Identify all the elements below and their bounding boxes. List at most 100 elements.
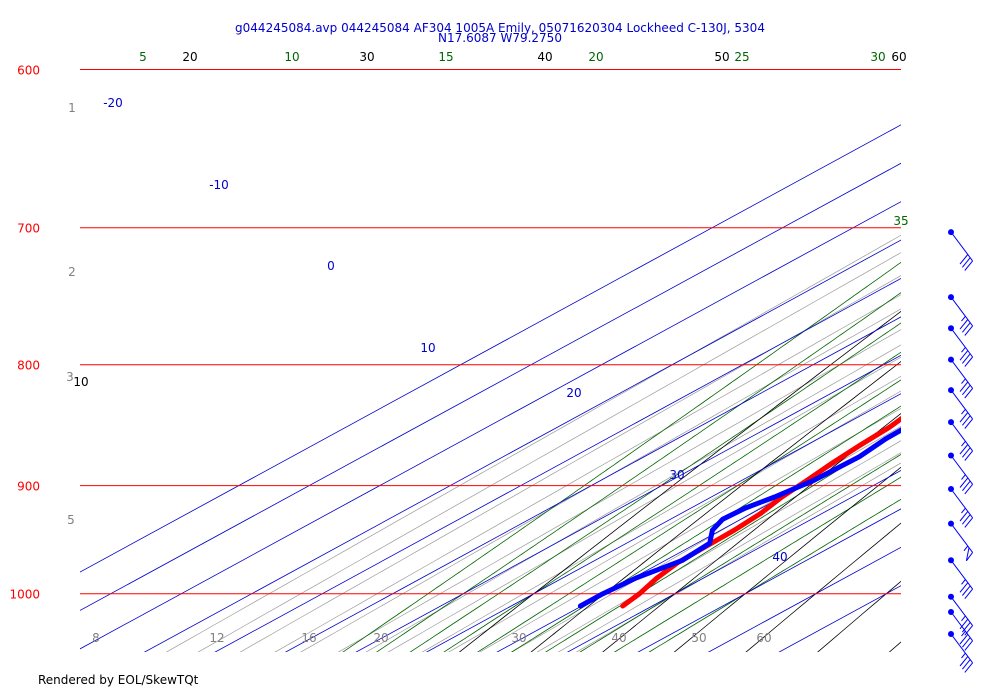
isotherm-label: 0 <box>327 259 335 273</box>
renderer-credit: Rendered by EOL/SkewTQt <box>38 673 199 687</box>
isobar-lines: 600 700 800 900 1000 <box>9 64 901 602</box>
isotherm-line <box>80 201 901 650</box>
wind-barb-feather <box>962 637 971 648</box>
wind-barb-flag <box>965 547 974 562</box>
wind-barb-staff <box>950 596 973 626</box>
isotherm-line <box>566 470 901 652</box>
wind-barb-feather <box>964 640 973 651</box>
wind-barb-half-feather <box>961 652 966 659</box>
mixing-ratio-line <box>536 440 901 652</box>
isotherm-label: 20 <box>566 386 581 400</box>
isobar-label: 900 <box>17 480 40 494</box>
wind-barb-feather <box>962 257 971 268</box>
wind-barb-half-feather <box>963 545 969 552</box>
dewpoint-profile <box>577 427 901 609</box>
moist-adiabat-label: 35 <box>893 214 908 228</box>
isotherm-label: 40 <box>772 550 787 564</box>
mixing-ratio-line <box>197 252 901 652</box>
dry-adiabat-line <box>959 35 1000 654</box>
wind-barb-half-feather <box>961 615 966 622</box>
wind-barb-feather <box>964 625 973 636</box>
mixing-ratio-line <box>337 329 901 652</box>
wind-barb-feather <box>959 381 969 392</box>
mixing-ratio-line <box>165 234 901 652</box>
mixing-ratio-line <box>274 294 901 652</box>
isotherm-line <box>80 162 901 611</box>
dry-adiabat-line <box>602 412 901 652</box>
dry-adiabat-label: 60 <box>891 50 906 64</box>
wind-barb-feather <box>959 444 969 455</box>
wind-barb-feather <box>959 582 969 593</box>
moist-adiabat-lines <box>342 261 901 652</box>
dry-adiabat-label: 10 <box>73 375 88 389</box>
wind-barb-staff <box>950 455 973 485</box>
wind-barb-feather <box>959 634 969 645</box>
moist-adiabat-label: 15 <box>438 50 453 64</box>
moist-adiabat-label: 30 <box>870 50 885 64</box>
wind-barb-feather <box>964 418 973 429</box>
wind-barb-staff <box>950 327 973 358</box>
wind-barb-feather <box>962 415 971 426</box>
wind-barbs <box>948 229 974 673</box>
wind-barb-feather <box>959 618 969 630</box>
dry-adiabat-line <box>458 310 901 652</box>
height-label: 3 <box>66 370 74 384</box>
isotherm-label: 10 <box>420 341 435 355</box>
mixing-ratio-label: 8 <box>92 631 100 645</box>
height-label: 5 <box>67 513 75 527</box>
wind-barb-staff <box>950 231 973 262</box>
isotherm-line <box>355 354 901 652</box>
moist-adiabat-label: 10 <box>284 50 299 64</box>
sounding-profiles <box>577 415 901 609</box>
wind-barb-feather <box>959 477 969 488</box>
mixing-ratio-label: 50 <box>691 631 706 645</box>
isotherm-lines <box>80 124 901 652</box>
wind-barb-staff <box>950 611 973 642</box>
moist-adiabat-line <box>342 261 901 652</box>
moist-adiabat-line <box>477 379 901 652</box>
moist-adiabat-line <box>409 322 901 652</box>
isotherm-line <box>637 508 901 652</box>
wind-barb-staff <box>950 296 973 327</box>
mixing-ratio-line <box>365 344 901 652</box>
isotherm-line <box>214 278 901 652</box>
wind-barb-feather <box>964 450 973 461</box>
isotherm-line <box>496 431 901 652</box>
wind-barb-feather <box>962 659 971 670</box>
dry-adiabat-label: 40 <box>537 50 552 64</box>
moist-adiabat-line <box>510 405 901 652</box>
wind-barb-feather <box>964 388 973 399</box>
mixing-ratio-label: 30 <box>511 631 526 645</box>
wind-barb-half-feather <box>961 378 966 384</box>
moist-adiabat-line <box>579 453 901 652</box>
dry-adiabat-line <box>745 522 901 652</box>
isobar-label: 600 <box>17 64 40 78</box>
wind-barb-feather <box>959 412 969 423</box>
wind-barb-feather <box>964 662 973 673</box>
wind-barb-feather <box>964 483 973 495</box>
dry-adiabat-lines <box>458 35 1000 654</box>
wind-barb-feather <box>959 254 969 265</box>
dry-adiabat-line <box>673 466 901 652</box>
wind-barb-half-feather <box>961 315 966 322</box>
moist-adiabat-label: 20 <box>588 50 603 64</box>
wind-barb-staff <box>950 359 973 389</box>
wind-barb-feather <box>962 353 971 364</box>
mixing-ratio-label: 40 <box>611 631 626 645</box>
wind-barb-feather <box>964 588 973 600</box>
mixing-ratio-lines <box>165 234 901 652</box>
mixing-ratio-line <box>479 407 901 652</box>
wind-barb-feather <box>962 480 971 492</box>
chart-subtitle: N17.6087 W79.2750 <box>438 31 562 45</box>
wind-barb-staff <box>950 389 973 420</box>
isotherm-line <box>143 239 901 652</box>
wind-barb-feather <box>962 514 971 525</box>
moist-adiabat-line <box>443 351 901 652</box>
moist-adiabat-line <box>376 292 901 652</box>
wind-barb-feather <box>964 356 973 367</box>
isobar-label: 700 <box>17 222 40 236</box>
wind-barb-feather <box>964 517 973 528</box>
wind-barb-feather <box>959 511 969 522</box>
wind-barb-feather <box>964 260 973 271</box>
